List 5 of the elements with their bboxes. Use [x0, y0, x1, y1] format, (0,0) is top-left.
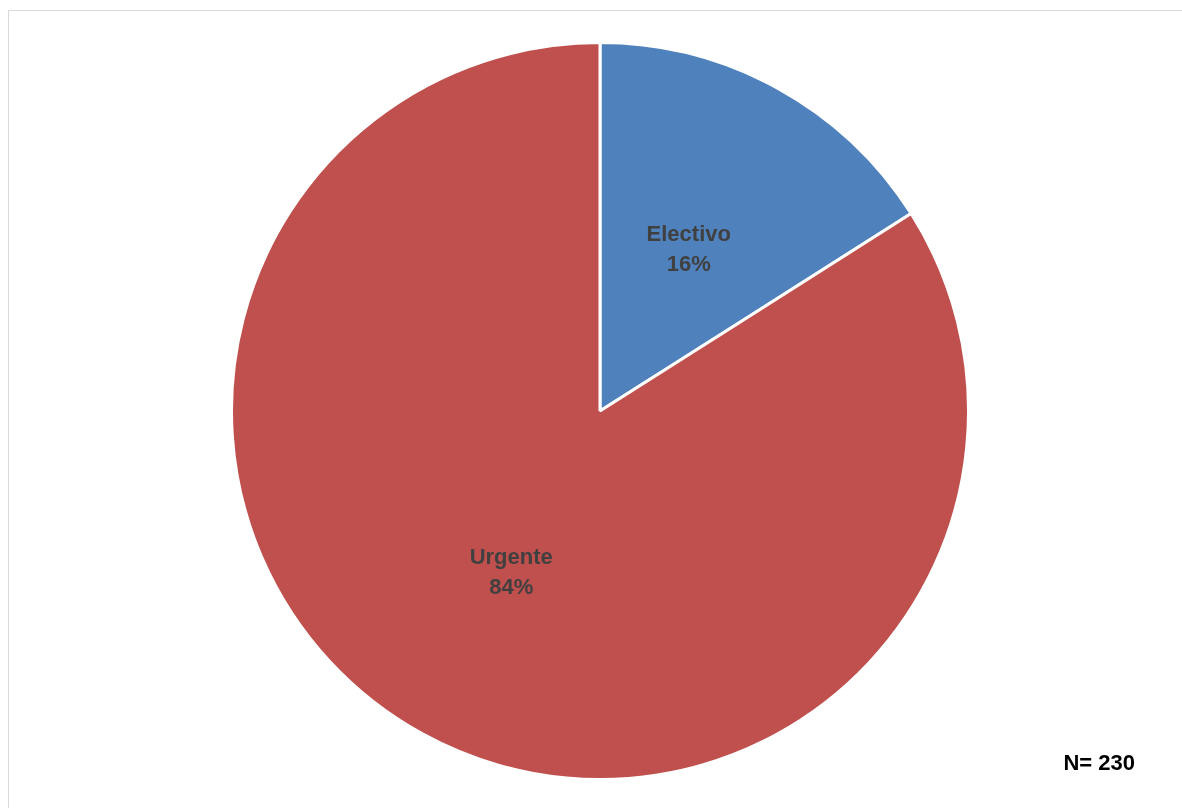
data-label: 84%	[489, 573, 534, 599]
text: N= 230	[1063, 750, 1135, 776]
slice-label: Electivo	[646, 220, 731, 246]
data-label: 16%	[666, 250, 711, 276]
slice-label: Urgente	[469, 543, 553, 569]
